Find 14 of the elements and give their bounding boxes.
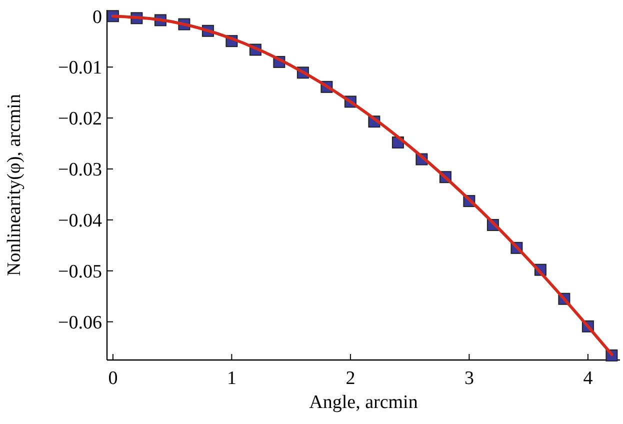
y-tick-label: −0.03 xyxy=(58,160,102,181)
y-tick-label: −0.01 xyxy=(58,58,102,79)
y-tick-label: −0.02 xyxy=(58,108,102,130)
y-axis-title: Nonlinearity(φ), arcmin xyxy=(4,94,25,276)
y-tick-label: 0 xyxy=(92,6,102,28)
x-tick-label: 1 xyxy=(226,368,236,389)
x-axis-title: Angle, arcmin xyxy=(309,392,418,413)
y-tick-label: −0.06 xyxy=(58,312,102,334)
x-tick-label: 4 xyxy=(583,368,594,389)
x-tick-label: 3 xyxy=(464,368,474,389)
x-tick-label: 2 xyxy=(346,368,356,389)
y-tick-label: −0.04 xyxy=(58,210,102,232)
x-tick-label: 0 xyxy=(108,368,118,389)
y-tick-label: −0.05 xyxy=(58,261,102,282)
